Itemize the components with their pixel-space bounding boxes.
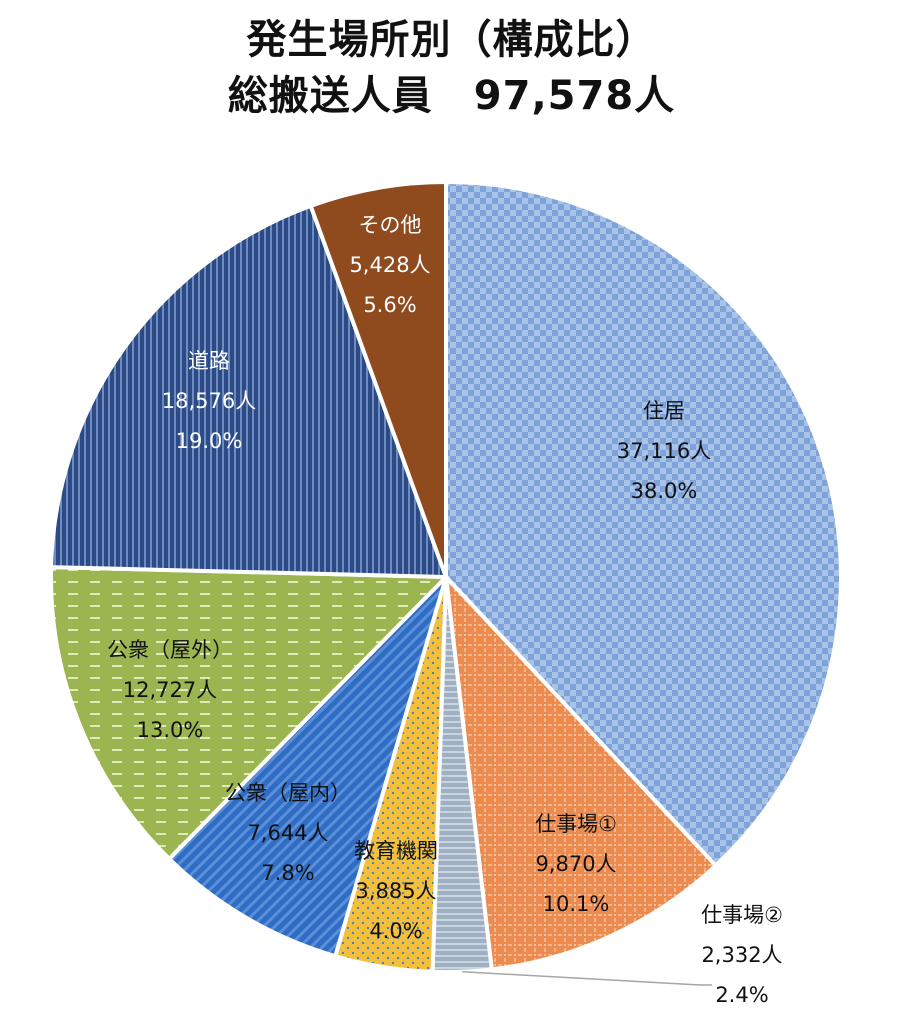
slice-label-percent: 4.0% [369, 919, 422, 943]
slice-label-count: 12,727人 [123, 678, 217, 702]
slice-label-percent: 5.6% [363, 293, 416, 317]
slice-label-name: 道路 [188, 349, 230, 373]
chart-subtitle: 総搬送人員 97,578人 [227, 73, 676, 119]
slice-label-name: 住居 [643, 399, 685, 423]
slice-label-percent: 38.0% [631, 479, 698, 503]
slice-label-name: 仕事場② [701, 903, 783, 927]
slice-label-count: 5,428人 [349, 253, 430, 277]
slice-label-percent: 19.0% [176, 429, 243, 453]
slice-label-count: 2,332人 [701, 943, 782, 967]
pie-slice [444, 180, 843, 868]
slice-label-percent: 10.1% [543, 892, 610, 916]
slice-label-name: 公衆（屋外） [107, 638, 233, 662]
slice-label-percent: 7.8% [261, 861, 314, 885]
slice-label-count: 9,870人 [535, 852, 616, 876]
pie-slice [308, 180, 448, 579]
pie-slice [49, 203, 448, 579]
slice-label-count: 3,885人 [355, 879, 436, 903]
slice-label-name: 仕事場① [535, 812, 617, 836]
leader-line [462, 970, 712, 986]
slice-label-name: 公衆（屋内） [225, 781, 351, 805]
chart-title: 発生場所別（構成比） [246, 17, 657, 63]
pie-slice [167, 575, 448, 959]
slice-label-percent: 13.0% [137, 718, 204, 742]
slice-label-count: 18,576人 [162, 389, 256, 413]
slice-label-name: 教育機関 [354, 839, 438, 863]
slice-label-name: その他 [359, 213, 422, 237]
chart-title-block: 発生場所別（構成比） 総搬送人員 97,578人 [0, 12, 903, 124]
pie-slice [49, 565, 448, 861]
slice-label-percent: 2.4% [715, 983, 768, 1007]
slice-label-count: 7,644人 [247, 821, 328, 845]
pie-slice [444, 575, 718, 972]
slice-label-count: 37,116人 [617, 439, 711, 463]
